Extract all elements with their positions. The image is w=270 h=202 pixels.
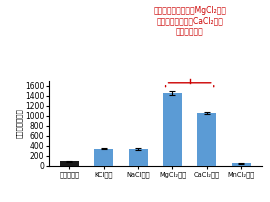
Bar: [129, 149, 147, 166]
Text: 塩化マグネシウム（MgCl₂）と
塩化カルシウム（CaCl₂）で
顧著に活性化: 塩化マグネシウム（MgCl₂）と 塩化カルシウム（CaCl₂）で 顧著に活性化: [153, 6, 226, 36]
Bar: [94, 149, 113, 166]
Bar: [197, 113, 216, 166]
Bar: [60, 161, 79, 166]
Bar: [163, 93, 182, 166]
Y-axis label: 酵素活性（％）: 酵素活性（％）: [16, 108, 22, 138]
Bar: [232, 163, 251, 166]
